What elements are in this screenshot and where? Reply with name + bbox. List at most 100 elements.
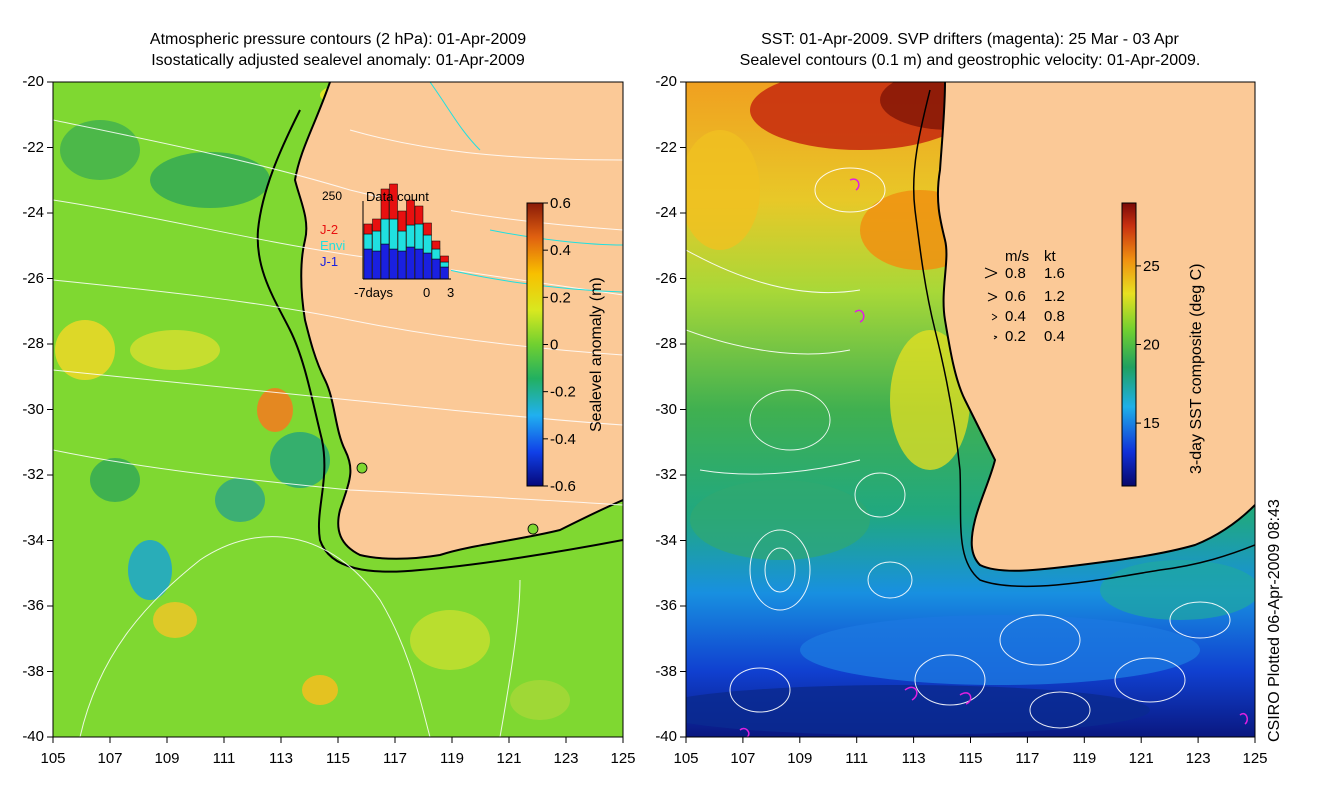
inset-bar-segment — [363, 233, 373, 250]
right-sst-patches — [686, 82, 1255, 735]
sla-colorbar-tick-label: 0.4 — [550, 242, 571, 259]
data-count-inset — [362, 183, 451, 280]
sst-colorbar-tick-label: 15 — [1143, 415, 1160, 432]
right-title-line1: SST: 01-Apr-2009. SVP drifters (magenta)… — [761, 31, 1179, 48]
inset-bar-segment — [414, 223, 424, 250]
lat-label-right: -36 — [655, 597, 677, 614]
inset-bar-segment — [406, 199, 415, 226]
lon-label-right: 107 — [730, 750, 756, 767]
lon-label-left: 115 — [326, 750, 350, 767]
speed-legend-kt-04: 0.4 — [1044, 328, 1065, 345]
sla-colorbar-tick-label: 0.2 — [550, 289, 571, 306]
speed-legend-header-ms: m/s — [1005, 248, 1030, 265]
lon-label-right: 109 — [787, 750, 813, 767]
lon-label-left: 109 — [154, 750, 180, 767]
lat-label-left: -26 — [22, 269, 44, 287]
inset-bar-segment — [397, 230, 407, 252]
lon-label-right: 105 — [673, 750, 699, 767]
inset-legend-j2: J-2 — [320, 222, 339, 237]
inset-bar-segment — [440, 255, 449, 263]
lon-label-right: 115 — [958, 750, 983, 767]
lon-label-left: 119 — [440, 750, 464, 767]
inset-bar-segment — [363, 223, 373, 235]
inset-bar-segment — [440, 261, 449, 268]
speed-legend-header-kt: kt — [1044, 248, 1056, 265]
speed-legend-ms-04: 0.4 — [1005, 308, 1026, 325]
lat-label-right: -40 — [655, 728, 677, 745]
inset-bar-segment — [423, 222, 432, 236]
speed-arrow-06 — [987, 292, 998, 302]
sla-colorbar-tick-label: -0.2 — [550, 384, 576, 401]
inset-bar-segment — [431, 240, 441, 250]
lon-label-right: 123 — [1185, 750, 1211, 767]
sst-colorbar-title: 3-day SST composite (deg C) — [1188, 263, 1205, 474]
lat-label-left: -36 — [22, 597, 44, 614]
sst-colorbar — [1121, 202, 1137, 487]
inset-max-label: 250 — [322, 189, 343, 203]
inset-bar-segment — [397, 210, 407, 232]
lon-label-left: 121 — [496, 750, 522, 767]
lat-label-left: -32 — [22, 466, 44, 483]
lat-label-right: -22 — [655, 138, 677, 156]
lon-label-left: 125 — [610, 750, 636, 767]
left-pressure-contours — [53, 119, 623, 737]
sla-colorbar-title: Sealevel anomaly (m) — [588, 277, 605, 432]
sst-colorbar-ticks: 25 20 15 — [1136, 258, 1160, 432]
left-coastline — [293, 82, 623, 560]
lat-label-right: -34 — [655, 531, 677, 549]
lat-label-right: -28 — [655, 335, 677, 352]
sst-colorbar-tick-label: 20 — [1143, 337, 1160, 354]
inset-bar-segment — [389, 183, 398, 220]
right-coastline — [936, 82, 1255, 572]
lat-label-left: -34 — [22, 531, 44, 549]
inset-bar-segment — [372, 218, 381, 232]
inset-bar-segment — [389, 248, 398, 280]
inset-bar-segment — [406, 246, 415, 280]
speed-arrow-04 — [991, 313, 998, 321]
lat-label-right: -26 — [655, 269, 677, 287]
lon-label-right: 125 — [1242, 750, 1268, 767]
inset-bar-segment — [372, 230, 381, 252]
lon-label-left: 117 — [383, 750, 407, 767]
right-map — [686, 82, 1255, 737]
inset-title: Data count — [366, 189, 429, 204]
inset-bars — [363, 183, 449, 280]
speed-legend-kt-12: 1.2 — [1044, 288, 1065, 305]
lat-label-right: -32 — [655, 466, 677, 483]
inset-bar-segment — [397, 250, 407, 280]
left-shelf-line — [256, 109, 623, 573]
lon-label-left: 113 — [269, 750, 293, 767]
lat-label-left: -28 — [22, 335, 44, 352]
inset-legend-envi: Envi — [320, 238, 346, 253]
inset-xlabel-zero: 0 — [423, 285, 431, 300]
speed-legend-ms-06: 0.6 — [1005, 288, 1026, 305]
inset-bar-segment — [389, 218, 398, 250]
inset-bar-segment — [431, 258, 441, 280]
speed-legend-kt-16: 1.6 — [1044, 265, 1065, 282]
inset-xlabel-start: -7days — [354, 285, 394, 300]
lat-label-left: -30 — [22, 400, 44, 418]
lon-label-right: 117 — [1015, 750, 1040, 767]
credit-label: CSIRO Plotted 06-Apr-2009 08:43 — [1266, 499, 1283, 742]
inset-bar-segment — [423, 252, 432, 280]
left-title-line1: Atmospheric pressure contours (2 hPa): 0… — [149, 31, 527, 48]
speed-legend-kt-08: 0.8 — [1044, 308, 1065, 325]
left-title-line2: Isostatically adjusted sealevel anomaly:… — [151, 52, 525, 69]
tide-gauge-marker — [527, 523, 539, 535]
inset-bar-segment — [440, 266, 449, 280]
inset-bar-segment — [414, 205, 424, 225]
inset-xlabel-end: 3 — [447, 285, 455, 300]
inset-bar-segment — [380, 243, 390, 280]
inset-legend-j1: J-1 — [320, 254, 339, 269]
speed-arrow-02 — [993, 335, 998, 340]
inset-bar-segment — [431, 248, 441, 260]
right-title-line2: Sealevel contours (0.1 m) and geostrophi… — [739, 52, 1201, 69]
lon-label-left: 123 — [553, 750, 579, 767]
speed-legend-ms-08: 0.8 — [1005, 265, 1026, 282]
tide-gauge-marker — [356, 462, 368, 474]
inset-bar-segment — [372, 250, 381, 280]
lon-label-left: 107 — [97, 750, 123, 767]
lat-label-left: -24 — [22, 204, 44, 221]
lat-label-right: -24 — [655, 204, 677, 221]
sla-colorbar-ticks: 0.6 0.4 0.2 0 -0.2 -0.4 -0.6 — [543, 195, 576, 495]
